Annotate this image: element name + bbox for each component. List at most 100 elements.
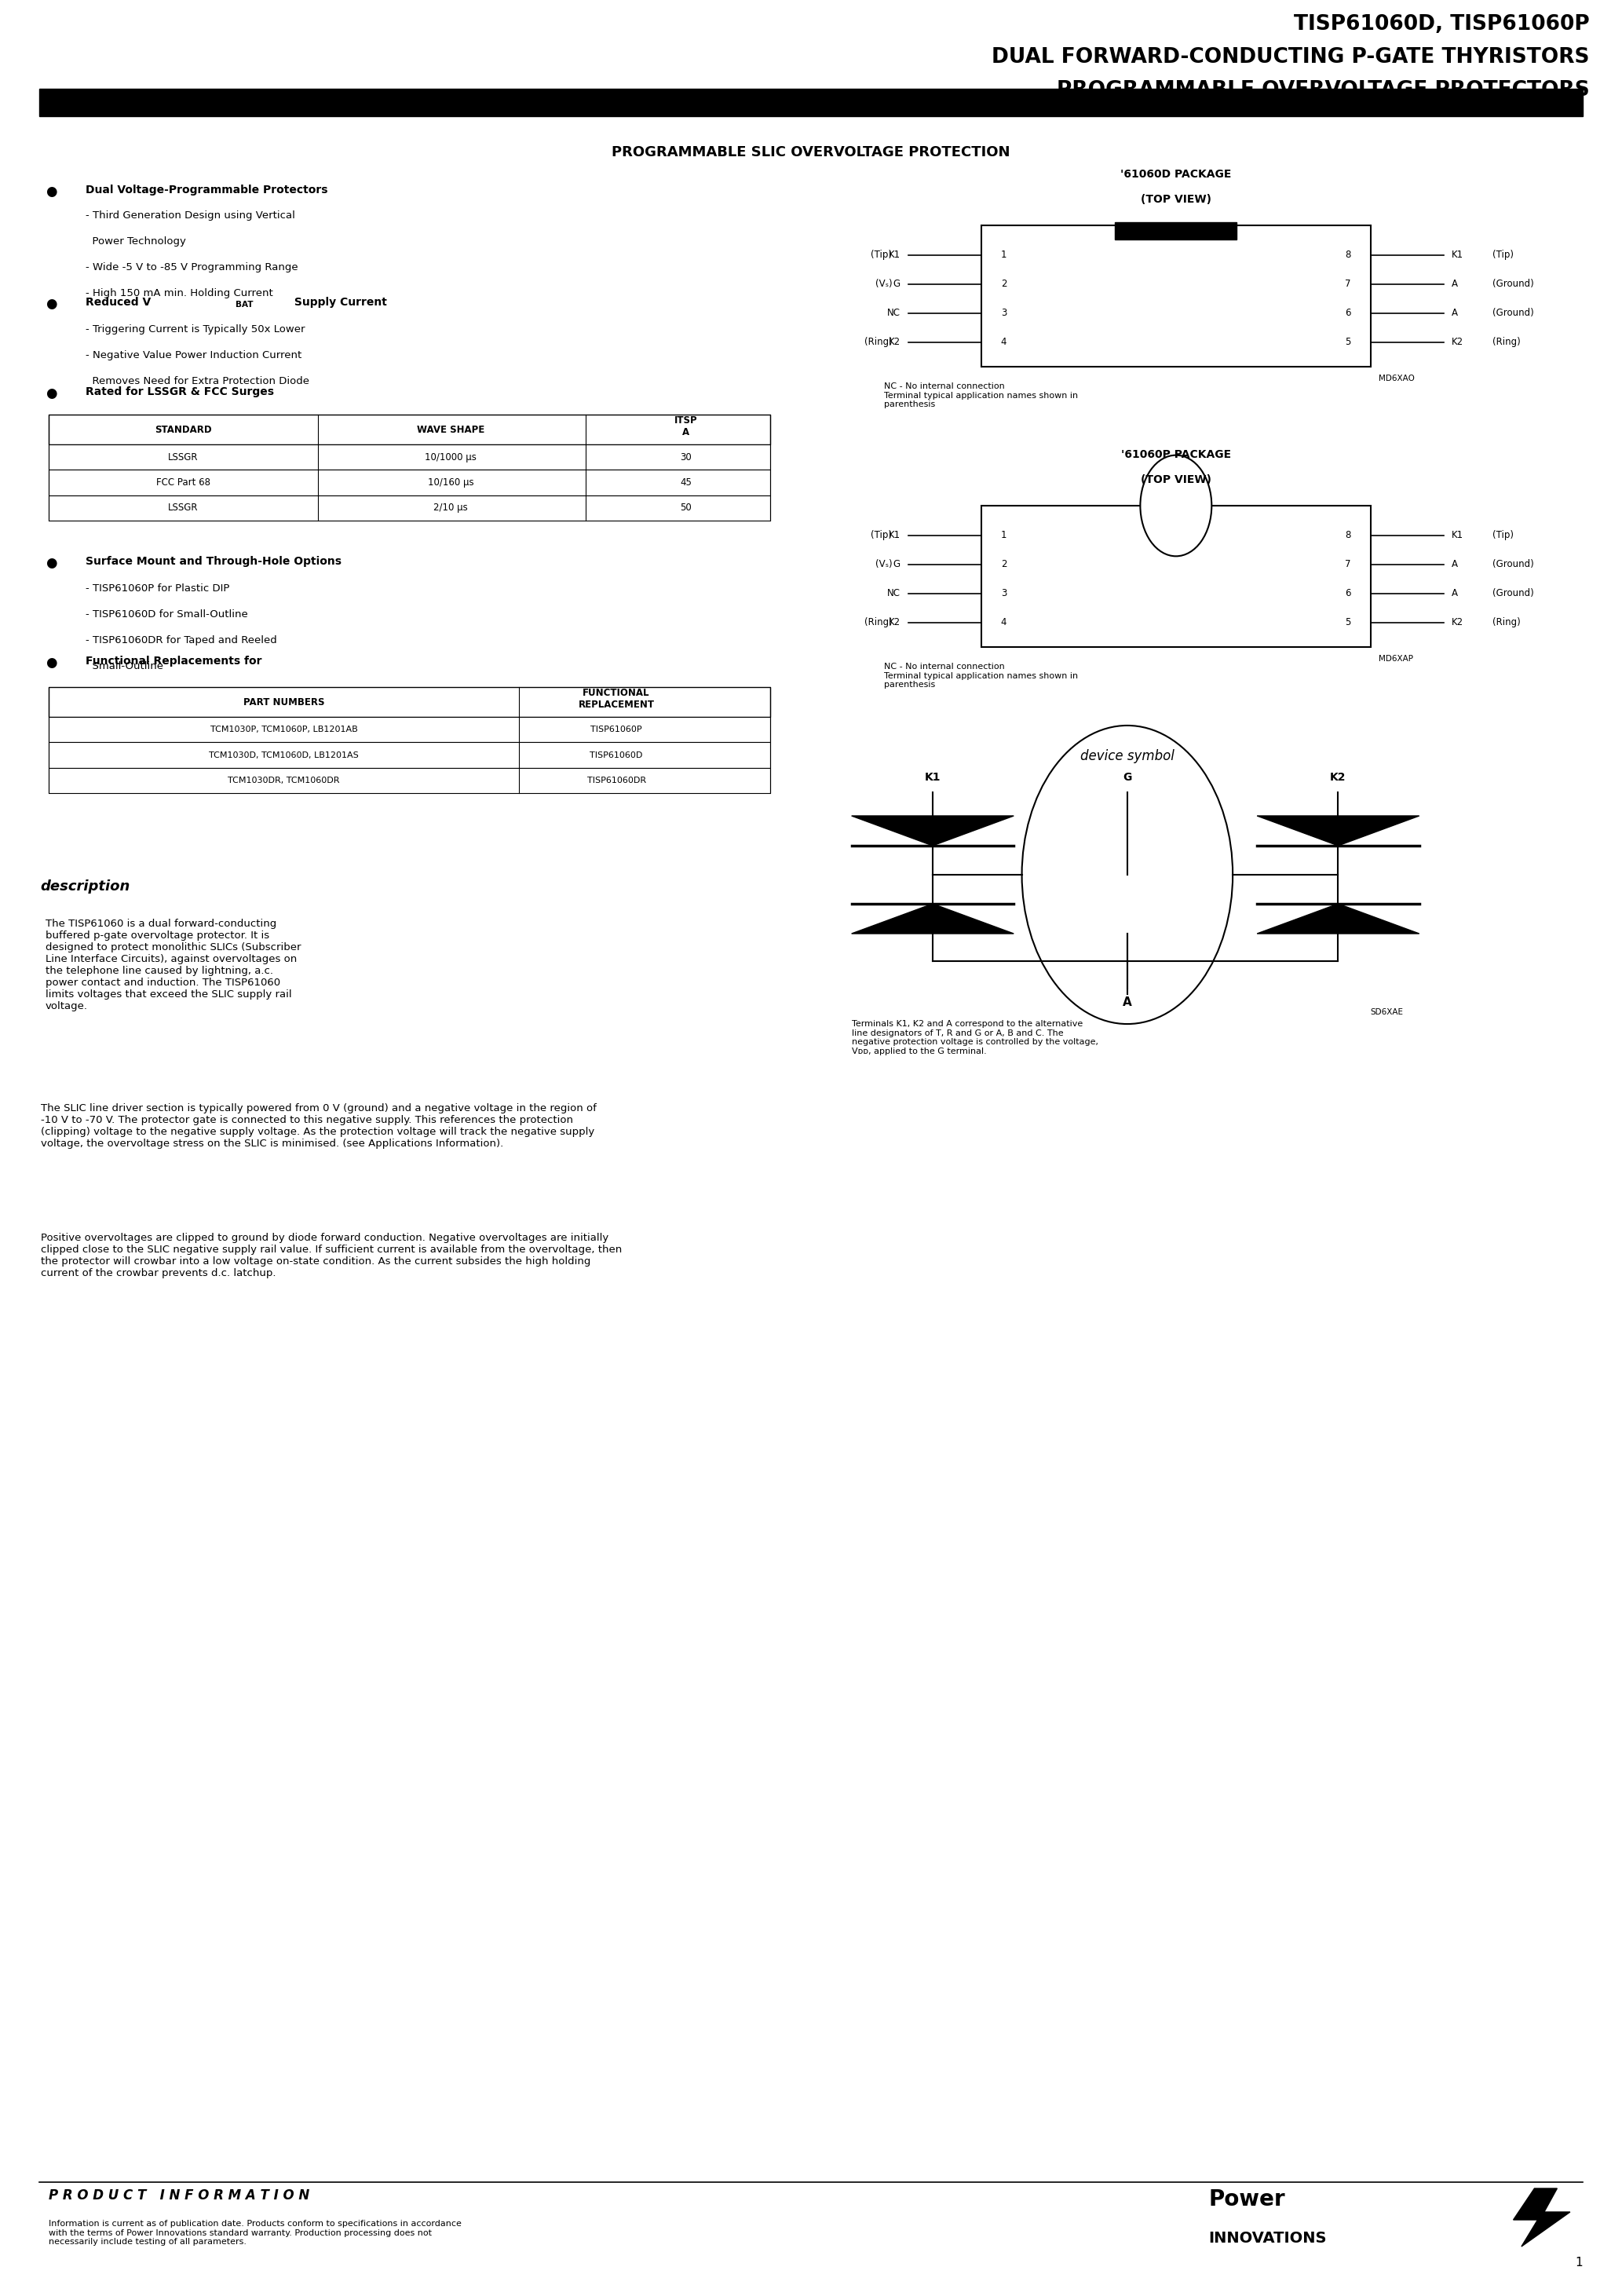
Text: SD6XAE: SD6XAE: [1371, 1008, 1403, 1017]
Text: 2: 2: [1001, 560, 1007, 569]
Text: STANDARD: STANDARD: [154, 425, 212, 434]
Text: 8: 8: [1345, 250, 1351, 259]
Text: K1: K1: [925, 771, 941, 783]
Text: The SLIC line driver section is typically powered from 0 V (ground) and a negati: The SLIC line driver section is typicall…: [41, 1104, 597, 1148]
Text: Information is current as of publication date. Products conform to specification: Information is current as of publication…: [49, 2220, 462, 2245]
Text: - Triggering Current is Typically 50x Lower: - Triggering Current is Typically 50x Lo…: [86, 324, 305, 335]
Text: TCM1030P, TCM1060P, LB1201AB: TCM1030P, TCM1060P, LB1201AB: [211, 726, 357, 735]
Bar: [49, 416, 770, 445]
Text: Power Technology: Power Technology: [86, 236, 187, 246]
Text: TCM1030D, TCM1060D, LB1201AS: TCM1030D, TCM1060D, LB1201AS: [209, 751, 358, 760]
Text: PROGRAMMABLE SLIC OVERVOLTAGE PROTECTION: PROGRAMMABLE SLIC OVERVOLTAGE PROTECTION: [611, 145, 1011, 158]
Text: 2: 2: [1001, 280, 1007, 289]
Text: The TISP61060 is a dual forward-conducting
buffered p-gate overvoltage protector: The TISP61060 is a dual forward-conducti…: [45, 918, 302, 1010]
Text: PROGRAMMABLE OVERVOLTAGE PROTECTORS: PROGRAMMABLE OVERVOLTAGE PROTECTORS: [1056, 80, 1590, 101]
Text: description: description: [41, 879, 130, 893]
Text: (Vₛ): (Vₛ): [876, 280, 892, 289]
Bar: [49, 687, 770, 716]
Text: (TOP VIEW): (TOP VIEW): [1140, 475, 1212, 484]
Bar: [49, 496, 770, 521]
Text: (TOP VIEW): (TOP VIEW): [1140, 193, 1212, 204]
Text: LSSGR: LSSGR: [169, 503, 198, 512]
Text: A: A: [1452, 560, 1458, 569]
Text: 3: 3: [1001, 588, 1007, 599]
Text: (Ground): (Ground): [1492, 308, 1534, 319]
Text: 5: 5: [1345, 338, 1351, 347]
Bar: [49, 767, 770, 792]
Text: FCC Part 68: FCC Part 68: [156, 478, 211, 487]
Text: 10/1000 μs: 10/1000 μs: [425, 452, 477, 461]
Bar: [49, 471, 770, 496]
Bar: [1116, 223, 1236, 239]
Text: (Ground): (Ground): [1492, 588, 1534, 599]
Text: device symbol: device symbol: [1080, 748, 1174, 762]
Text: (Tip): (Tip): [871, 530, 892, 540]
Text: MD6XAP: MD6XAP: [1379, 654, 1413, 664]
Text: 6: 6: [1345, 588, 1351, 599]
Text: K1: K1: [889, 250, 900, 259]
Text: G: G: [894, 560, 900, 569]
Text: TISP61060D: TISP61060D: [590, 751, 642, 760]
Text: INNOVATIONS: INNOVATIONS: [1208, 2232, 1327, 2245]
Text: TISP61060P: TISP61060P: [590, 726, 642, 735]
Text: (Ring): (Ring): [865, 338, 892, 347]
Text: '61060D PACKAGE: '61060D PACKAGE: [1121, 170, 1231, 179]
Text: ●: ●: [45, 657, 57, 670]
Text: P R O D U C T   I N F O R M A T I O N: P R O D U C T I N F O R M A T I O N: [49, 2188, 310, 2202]
Polygon shape: [852, 905, 1014, 934]
Text: (Tip): (Tip): [871, 250, 892, 259]
Text: - Third Generation Design using Vertical: - Third Generation Design using Vertical: [86, 211, 295, 220]
Bar: [981, 505, 1371, 647]
Text: K1: K1: [1452, 250, 1463, 259]
Text: Terminals K1, K2 and A correspond to the alternative
line designators of T, R an: Terminals K1, K2 and A correspond to the…: [852, 1019, 1098, 1056]
Text: K1: K1: [889, 530, 900, 540]
Bar: [49, 716, 770, 742]
Text: (Ground): (Ground): [1492, 280, 1534, 289]
Text: 5: 5: [1345, 618, 1351, 627]
Text: (Vₛ): (Vₛ): [876, 560, 892, 569]
Text: FUNCTIONAL
REPLACEMENT: FUNCTIONAL REPLACEMENT: [579, 689, 654, 709]
Polygon shape: [852, 815, 1014, 845]
Text: ITSP
A: ITSP A: [675, 416, 697, 439]
Text: Copyright © 1997, Power Innovations Limited, UK: Copyright © 1997, Power Innovations Limi…: [55, 99, 300, 108]
Polygon shape: [1257, 905, 1419, 934]
Text: TCM1030DR, TCM1060DR: TCM1030DR, TCM1060DR: [229, 776, 339, 785]
Text: Small-Outline: Small-Outline: [86, 661, 164, 670]
Text: NC: NC: [887, 308, 900, 319]
Text: TISP61060D, TISP61060P: TISP61060D, TISP61060P: [1294, 14, 1590, 34]
Text: BAT: BAT: [235, 301, 253, 308]
Text: (Ring): (Ring): [1492, 338, 1520, 347]
Text: NC: NC: [887, 588, 900, 599]
Text: MD6XAO: MD6XAO: [1379, 374, 1414, 383]
Text: TISP61060DR: TISP61060DR: [587, 776, 646, 785]
Text: G: G: [1122, 771, 1132, 783]
Text: K2: K2: [1452, 618, 1463, 627]
Text: 3: 3: [1001, 308, 1007, 319]
Text: 10/160 μs: 10/160 μs: [428, 478, 474, 487]
Text: Removes Need for Extra Protection Diode: Removes Need for Extra Protection Diode: [86, 377, 310, 386]
Text: 4: 4: [1001, 338, 1007, 347]
Text: 1: 1: [1001, 530, 1007, 540]
Text: K2: K2: [889, 618, 900, 627]
Bar: [981, 225, 1371, 367]
Polygon shape: [1257, 815, 1419, 845]
Text: (Ring): (Ring): [1492, 618, 1520, 627]
Text: (Tip): (Tip): [1492, 250, 1513, 259]
Text: ●: ●: [45, 556, 57, 569]
Bar: [49, 445, 770, 471]
Text: A: A: [1452, 308, 1458, 319]
Text: 1: 1: [1001, 250, 1007, 259]
Text: A: A: [1452, 588, 1458, 599]
Text: 50: 50: [680, 503, 693, 512]
Text: Reduced V: Reduced V: [86, 296, 151, 308]
Text: (Ring): (Ring): [865, 618, 892, 627]
Text: Supply Current: Supply Current: [290, 296, 386, 308]
Text: NC - No internal connection
Terminal typical application names shown in
parenthe: NC - No internal connection Terminal typ…: [884, 383, 1079, 409]
Text: 7: 7: [1345, 280, 1351, 289]
Bar: [39, 90, 1583, 117]
Text: - High 150 mA min. Holding Current: - High 150 mA min. Holding Current: [86, 289, 274, 298]
Text: - TISP61060D for Small-Outline: - TISP61060D for Small-Outline: [86, 608, 248, 620]
Text: 4: 4: [1001, 618, 1007, 627]
Text: SEPTEMBER 1995 - REVISED SEPTEMBER 1997: SEPTEMBER 1995 - REVISED SEPTEMBER 1997: [1345, 99, 1573, 108]
Text: Surface Mount and Through-Hole Options: Surface Mount and Through-Hole Options: [86, 556, 342, 567]
